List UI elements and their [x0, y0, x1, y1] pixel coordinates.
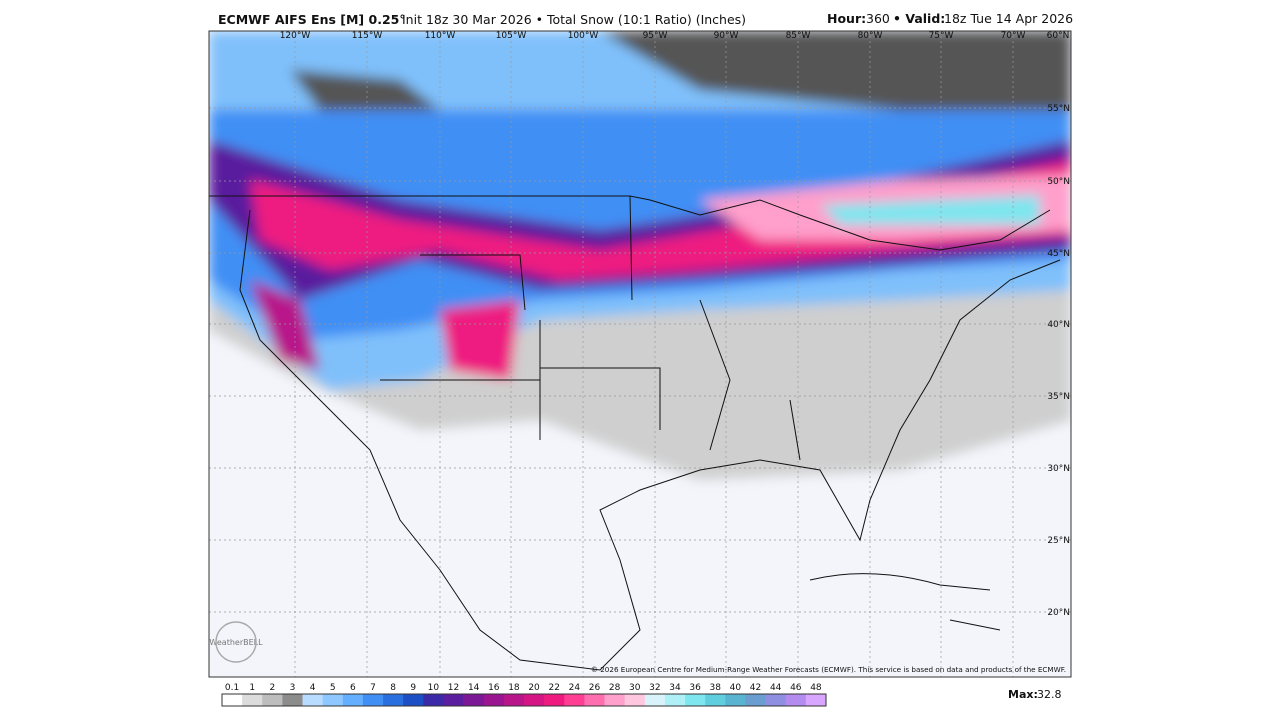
max-label: Max: [1008, 688, 1038, 701]
lon-label: 80°W [858, 31, 883, 41]
legend-swatch [765, 694, 787, 706]
legend-label: 3 [290, 683, 296, 693]
lat-label: 20°N [1047, 608, 1070, 618]
legend-label: 46 [790, 683, 802, 693]
legend-label: 12 [448, 683, 459, 693]
lon-label: 95°W [643, 31, 668, 41]
legend-label: 2 [269, 683, 275, 693]
max: 32.8 [1037, 688, 1062, 701]
hour-label: Hour: [827, 11, 866, 26]
legend-swatch [383, 694, 404, 706]
legend-frame [221, 693, 827, 707]
legend-label: 26 [589, 683, 601, 693]
legend-label: 18 [508, 683, 520, 693]
legend-swatch [262, 694, 283, 706]
legend-swatch [624, 694, 646, 706]
legend-label: 44 [770, 683, 782, 693]
title: ECMWF AIFS Ens [M] 0.25° [218, 12, 406, 27]
legend-swatch [322, 694, 344, 706]
lat-label: 50°N [1047, 177, 1070, 187]
lon-label: 115°W [352, 31, 383, 41]
legend-swatch [463, 694, 485, 706]
legend-label: 30 [629, 683, 641, 693]
legend-label: 5 [330, 683, 336, 693]
legend-swatch [483, 694, 505, 706]
logo-ring [215, 621, 257, 663]
legend-swatch [725, 694, 746, 706]
legend-swatch [805, 694, 827, 706]
map-frame [208, 30, 1072, 678]
legend-label: 22 [548, 683, 559, 693]
legend-swatch [664, 694, 686, 706]
lon-label: 105°W [496, 31, 527, 41]
legend-label: 10 [428, 683, 440, 693]
lat-label: 25°N [1047, 536, 1070, 546]
legend-label: 28 [609, 683, 621, 693]
legend-label: 34 [669, 683, 681, 693]
lon-label: 70°W [1001, 31, 1026, 41]
lon-label: 60°N [1047, 31, 1070, 41]
legend-swatch [685, 694, 706, 706]
legend-label: 8 [390, 683, 396, 693]
legend-swatch [242, 694, 263, 706]
legend-swatch [564, 694, 585, 706]
legend-label: 48 [810, 683, 822, 693]
legend-swatch [524, 694, 545, 706]
legend-label: 7 [370, 683, 376, 693]
lon-label: 120°W [280, 31, 311, 41]
logo: WeatherBELL [209, 638, 263, 647]
legend-label: 38 [710, 683, 722, 693]
legend-label: 36 [689, 683, 701, 693]
legend-swatch [604, 694, 625, 706]
legend-swatch [423, 694, 444, 706]
subtitle: Init 18z 30 Mar 2026 • Total Snow (10:1 … [402, 12, 746, 27]
legend-swatch [584, 694, 605, 706]
lon-label: 75°W [929, 31, 954, 41]
legend-swatch [362, 694, 384, 706]
lon-label: 110°W [425, 31, 456, 41]
legend-label: 24 [569, 683, 581, 693]
legend-swatch [544, 694, 565, 706]
legend-label: 4 [310, 683, 316, 693]
legend-swatch [342, 694, 364, 706]
legend-label: 6 [350, 683, 356, 693]
lat-label: 55°N [1047, 104, 1070, 114]
legend-label: 20 [528, 683, 540, 693]
legend-swatch [503, 694, 525, 706]
legend-label: 14 [468, 683, 480, 693]
map [209, 31, 1071, 677]
legend-swatch [644, 694, 666, 706]
legend-swatch [785, 694, 807, 706]
lat-label: 40°N [1047, 320, 1070, 330]
copyright: © 2026 European Centre for Medium-Range … [591, 665, 1066, 674]
lat-label: 30°N [1047, 464, 1070, 474]
lon-label: 85°W [786, 31, 811, 41]
lat-label: 45°N [1047, 249, 1070, 259]
legend-label: 16 [488, 683, 500, 693]
legend-swatch [302, 694, 323, 706]
legend-swatch [282, 694, 303, 706]
legend-swatch [705, 694, 726, 706]
legend-swatch [222, 694, 243, 706]
legend-label: 40 [730, 683, 742, 693]
legend-label: 42 [750, 683, 761, 693]
legend-label: 0.1 [225, 683, 239, 693]
legend-swatch [443, 694, 464, 706]
legend-label: 32 [649, 683, 660, 693]
valid-label: • Valid: [893, 11, 945, 26]
legend-swatch [403, 694, 424, 706]
hour: 360 [866, 11, 890, 26]
lat-label: 35°N [1047, 392, 1070, 402]
valid: 18z Tue 14 Apr 2026 [944, 11, 1073, 26]
legend-label: 9 [410, 683, 416, 693]
legend-label: 1 [249, 683, 255, 693]
lon-label: 100°W [568, 31, 599, 41]
legend-swatch [745, 694, 766, 706]
lon-label: 90°W [714, 31, 739, 41]
